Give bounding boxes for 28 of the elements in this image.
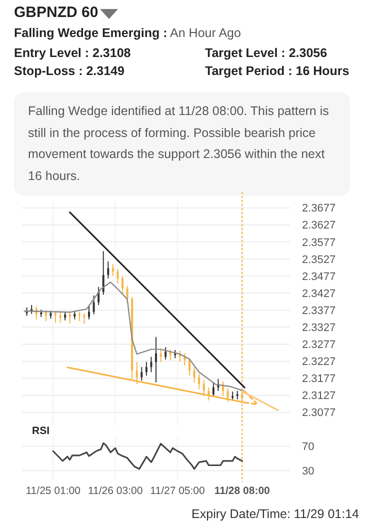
y-tick-label: 70: [302, 441, 314, 454]
y-tick-label: 2.3427: [302, 288, 336, 300]
y-tick-label: 2.3677: [302, 202, 336, 215]
y-tick-label: 2.3377: [302, 304, 336, 317]
text: Stop-Loss : 2.3149: [14, 64, 124, 78]
y-tick-label: 2.3527: [302, 254, 336, 266]
text: Target Level : 2.3056: [205, 46, 328, 60]
x-tick-label: 11/26 03:00: [88, 485, 143, 497]
y-tick-label: 2.3277: [302, 339, 336, 352]
y-tick-label: 30: [302, 466, 314, 478]
y-tick-label: 2.3577: [302, 236, 336, 249]
text: Target Period : 16 Hours: [205, 64, 350, 78]
x-tick-label: 11/25 01:00: [26, 485, 81, 497]
x-tick-label: 11/28 08:00: [214, 485, 270, 497]
y-tick-label: 2.3477: [302, 270, 336, 283]
chart-subtitle: Falling Wedge Emerging : An Hour Ago: [14, 26, 241, 40]
chart-title: GBPNZD 60: [14, 4, 98, 21]
chart-title: RSI: [32, 425, 50, 437]
x-tick-label: 11/27 05:00: [150, 485, 206, 497]
y-tick-label: 2.3627: [302, 220, 336, 232]
text: Falling Wedge identified at 11/28 08:00. This pattern is still in the process of forming. Possible bearish price movement towards the support 2.3056 within the next 16 hours.: [14, 92, 350, 196]
text: Entry Level : 2.3108: [14, 46, 131, 60]
y-tick-label: 2.3327: [302, 322, 336, 334]
text: Expiry Date/Time: 11/29 01:14: [192, 507, 360, 521]
y-tick-label: 2.3227: [302, 356, 336, 368]
y-tick-label: 2.3077: [302, 407, 336, 420]
y-tick-label: 2.3177: [302, 373, 336, 386]
y-tick-label: 2.3127: [302, 390, 336, 402]
